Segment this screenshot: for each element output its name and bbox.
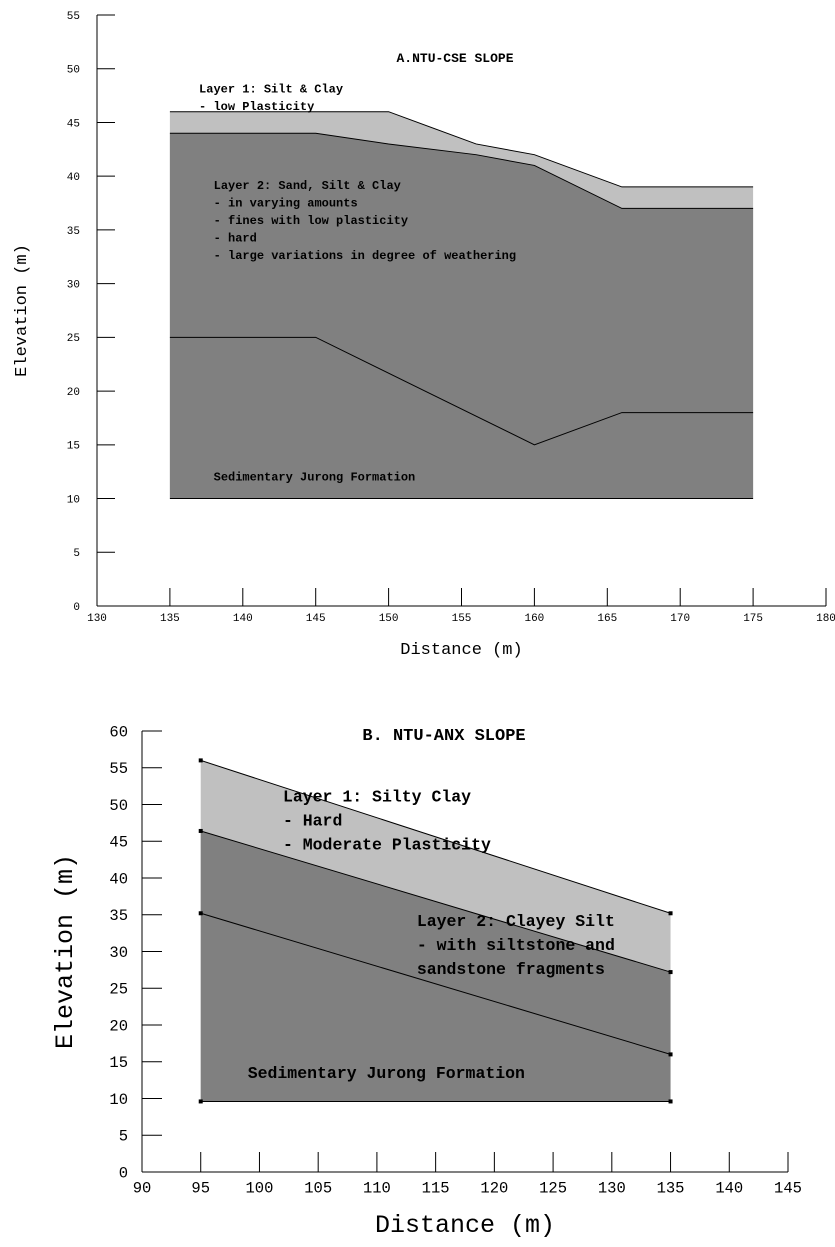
formation-top-line <box>169 336 754 446</box>
formation-top-line <box>200 912 671 1055</box>
annotation-line: - large variations in degree of weatheri… <box>214 249 516 263</box>
layer-2-top-line <box>169 132 754 209</box>
y-tick-label: 5 <box>73 548 80 560</box>
layer-annotation: Layer 2: Sand, Silt & Clay - in varying a… <box>214 179 516 263</box>
y-tick-label: 50 <box>67 65 80 77</box>
x-tick-label: 150 <box>379 613 399 625</box>
layer-annotation: Layer 2: Clayey Silt - with siltstone and… <box>417 912 615 979</box>
annotation-line: - low Plasticity <box>199 100 314 114</box>
y-axis-label: Elevation (m) <box>51 854 80 1049</box>
x-tick-label: 140 <box>233 613 253 625</box>
x-tick-label: 135 <box>657 1179 685 1197</box>
boundary-marker <box>198 758 203 763</box>
x-tick-label: 100 <box>246 1179 274 1197</box>
x-tick-label: 105 <box>304 1179 332 1197</box>
chart-a-cse-slope: 130 135 140 145 150 155 160 165 170 175 180 0 5 10 15 2… <box>13 11 835 660</box>
y-tick-label: 60 <box>109 723 128 741</box>
y-tick-label: 20 <box>109 1017 128 1035</box>
boundary-marker <box>668 1052 673 1057</box>
annotation-line: - with siltstone and <box>417 936 615 955</box>
x-tick-label: 175 <box>743 613 763 625</box>
annotation-line: - Moderate Plasticity <box>283 836 491 855</box>
annotation-line: Sedimentary Jurong Formation <box>214 470 416 484</box>
y-tick-label: 35 <box>109 907 128 925</box>
annotation-line: - fines with low plasticity <box>214 214 408 228</box>
y-tick-label: 50 <box>109 797 128 815</box>
x-tick-label: 140 <box>715 1179 743 1197</box>
boundary-marker <box>198 911 203 916</box>
y-tick-label: 5 <box>119 1128 128 1146</box>
x-tick-label: 145 <box>774 1179 802 1197</box>
y-tick-label: 35 <box>67 226 80 238</box>
annotation-line: Layer 2: Sand, Silt & Clay <box>214 179 401 193</box>
annotation-line: Layer 1: Silty Clay <box>283 788 471 807</box>
annotation-line: - Hard <box>283 812 342 831</box>
layer-annotation: Sedimentary Jurong Formation <box>248 1064 525 1083</box>
y-tick-label: 0 <box>73 602 80 614</box>
x-tick-label: 145 <box>306 613 326 625</box>
layer-annotation: Layer 1: Silty Clay - Hard - Moderate Plas… <box>283 788 491 855</box>
x-tick-label: 155 <box>452 613 472 625</box>
y-axis-label: Elevation (m) <box>13 244 32 377</box>
y-tick-label: 30 <box>67 279 80 291</box>
y-tick-label: 55 <box>67 11 80 23</box>
x-tick-label: 90 <box>133 1179 152 1197</box>
x-tick-label: 95 <box>191 1179 210 1197</box>
chart-title: A.NTU-CSE SLOPE <box>396 51 513 66</box>
x-tick-label: 180 <box>816 613 835 625</box>
chart-b-anx-slope: 90 95 100 105 110 115 120 125 130 135 140 145 0 5 10 15… <box>51 723 802 1240</box>
y-tick-label: 10 <box>67 494 80 506</box>
layer-1-top-line <box>200 759 671 914</box>
y-tick-label: 10 <box>109 1091 128 1109</box>
y-tick-label: 25 <box>109 981 128 999</box>
layer-2-area <box>169 133 754 499</box>
y-tick-label: 45 <box>67 118 80 130</box>
x-tick-label: 120 <box>480 1179 508 1197</box>
layer-annotation: Sedimentary Jurong Formation <box>214 470 416 484</box>
layer-1-top-line <box>169 111 754 188</box>
x-tick-label: 130 <box>87 613 107 625</box>
layer-2-top-line <box>200 830 671 973</box>
x-tick-label: 125 <box>539 1179 567 1197</box>
x-tick-label: 165 <box>597 613 617 625</box>
x-tick-label: 130 <box>598 1179 626 1197</box>
y-tick-label: 40 <box>67 172 80 184</box>
x-tick-label: 160 <box>524 613 544 625</box>
layer-2-area <box>200 830 671 1102</box>
y-tick-label: 40 <box>109 870 128 888</box>
y-tick-label: 45 <box>109 834 128 852</box>
x-axis-label: Distance (m) <box>375 1211 555 1240</box>
annotation-line: - in varying amounts <box>214 197 358 211</box>
x-tick-label: 110 <box>363 1179 391 1197</box>
annotation-line: Layer 2: Clayey Silt <box>417 912 615 931</box>
boundary-marker <box>198 1099 203 1104</box>
x-tick-label: 115 <box>422 1179 450 1197</box>
boundary-marker <box>198 828 203 833</box>
boundary-marker <box>668 1099 673 1104</box>
x-axis-label: Distance (m) <box>400 641 522 660</box>
y-tick-label: 30 <box>109 944 128 962</box>
x-tick-label: 135 <box>160 613 180 625</box>
y-tick-label: 15 <box>67 441 80 453</box>
annotation-line: Sedimentary Jurong Formation <box>248 1064 525 1083</box>
y-tick-label: 20 <box>67 387 80 399</box>
annotation-line: sandstone fragments <box>417 960 605 979</box>
layer-annotation: Layer 1: Silt & Clay - low Plasticity <box>199 82 343 114</box>
boundary-marker <box>668 911 673 916</box>
boundary-marker <box>668 970 673 975</box>
annotation-line: Layer 1: Silt & Clay <box>199 82 343 96</box>
y-tick-label: 0 <box>119 1164 128 1182</box>
y-tick-label: 15 <box>109 1054 128 1072</box>
annotation-line: - hard <box>214 232 257 246</box>
y-tick-label: 25 <box>67 333 80 345</box>
y-tick-label: 55 <box>109 760 128 778</box>
chart-title: B. NTU-ANX SLOPE <box>362 727 525 746</box>
x-tick-label: 170 <box>670 613 690 625</box>
